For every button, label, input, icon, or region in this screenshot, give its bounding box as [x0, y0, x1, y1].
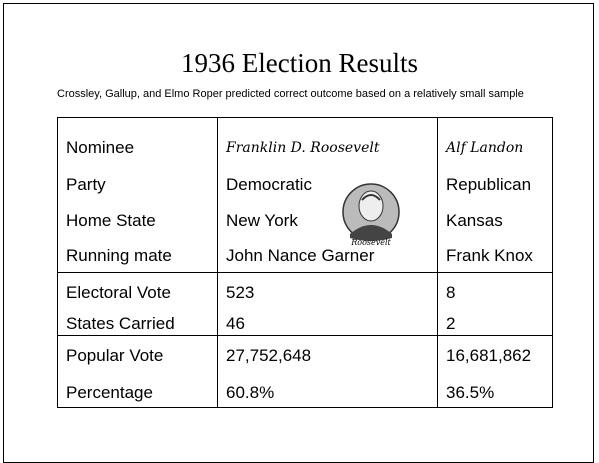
row-label: Party	[66, 175, 106, 194]
slide-subtitle: Crossley, Gallup, and Elmo Roper predict…	[57, 88, 524, 100]
portrait-caption: Roosevelt	[350, 238, 391, 247]
group-divider	[58, 272, 552, 273]
cell-value: Democratic	[226, 175, 312, 194]
row-label: Nominee	[66, 138, 135, 157]
cell-value: 27,752,648	[226, 346, 312, 365]
row-label: Popular Vote	[66, 346, 164, 365]
nominee-name: Franklin D. Roosevelt	[226, 140, 380, 156]
row-label: Home State	[66, 211, 156, 230]
cell-value: John Nance Garner	[226, 246, 375, 265]
portrait: Roosevelt	[342, 183, 400, 247]
cell-value: 16,681,862	[446, 346, 532, 365]
cell-value: New York	[226, 211, 298, 230]
results-table: Nominee Franklin D. Roosevelt Alf Landon Pa…	[57, 117, 553, 408]
row-label: Running mate	[66, 246, 172, 265]
cell-value: Frank Knox	[446, 246, 533, 265]
group-divider	[58, 335, 552, 336]
row-label: Percentage	[66, 383, 153, 402]
cell-value: Republican	[446, 175, 532, 194]
cell-value: Kansas	[446, 211, 503, 230]
cell-value: 46	[226, 314, 245, 333]
slide-title: 1936 Election Results	[181, 48, 418, 78]
column-divider	[437, 118, 438, 407]
row-label: States Carried	[66, 314, 175, 333]
cell-value: 60.8%	[226, 383, 275, 402]
column-divider	[217, 118, 218, 407]
slide: 1936 Election Results Crossley, Gallup, …	[3, 3, 594, 463]
cell-value: 8	[446, 283, 456, 302]
cell-value: 36.5%	[446, 383, 495, 402]
nominee-name: Alf Landon	[446, 140, 524, 156]
cell-value: 523	[226, 283, 255, 302]
cell-value: 2	[446, 314, 456, 333]
row-label: Electoral Vote	[66, 283, 171, 302]
